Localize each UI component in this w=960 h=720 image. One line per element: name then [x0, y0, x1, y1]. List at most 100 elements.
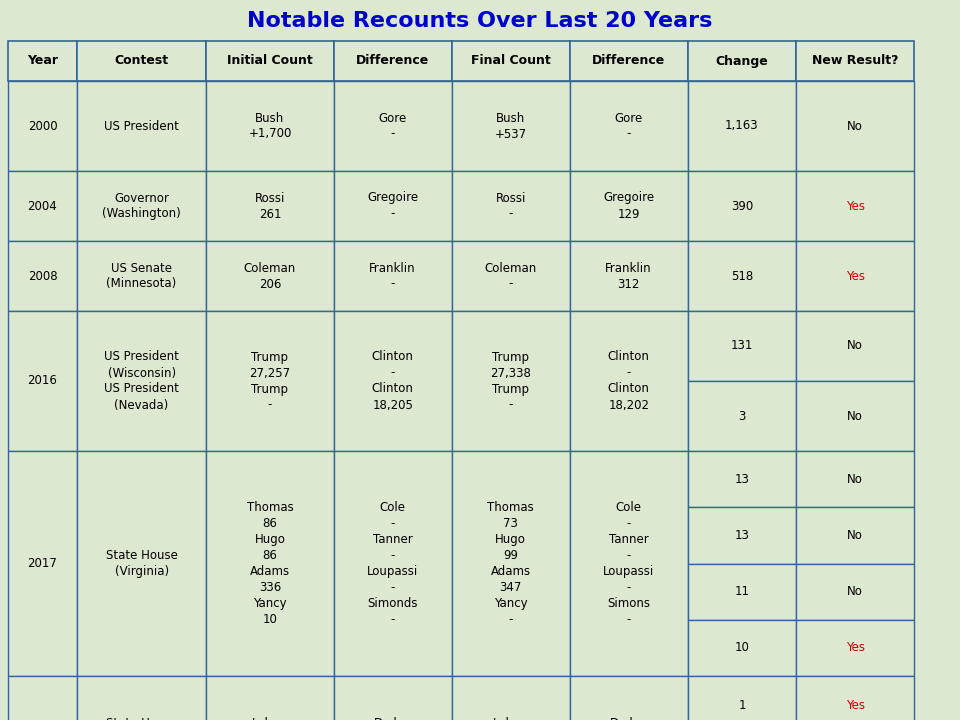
Bar	[687, 676, 796, 720]
Text: US President
(Wisconsin)
US President
(Nevada): US President (Wisconsin) US President (N…	[104, 351, 179, 412]
Bar	[206, 451, 334, 676]
Bar	[687, 451, 796, 508]
Bar	[687, 241, 796, 311]
Text: No: No	[848, 472, 863, 485]
Bar	[77, 41, 206, 81]
Text: No: No	[848, 585, 863, 598]
Text: State House
(Alaska)
Governor
(Florida)
US Senate
(Florida): State House (Alaska) Governor (Florida) …	[106, 717, 178, 720]
Bar	[796, 241, 914, 311]
Bar	[687, 564, 796, 620]
Text: Clinton
-
Clinton
18,205: Clinton - Clinton 18,205	[372, 351, 414, 412]
Bar	[796, 620, 914, 676]
Bar	[796, 381, 914, 451]
Text: Clinton
-
Clinton
18,202: Clinton - Clinton 18,202	[608, 351, 650, 412]
Bar	[206, 41, 334, 81]
Text: Cole
-
Tanner
-
Loupassi
-
Simons
-: Cole - Tanner - Loupassi - Simons -	[603, 501, 655, 626]
Text: Final Count: Final Count	[470, 55, 550, 68]
Bar	[206, 676, 334, 720]
Bar	[206, 311, 334, 451]
Bar	[451, 241, 569, 311]
Bar	[687, 381, 796, 451]
Bar	[8, 241, 77, 311]
Bar	[77, 311, 206, 451]
Text: Yes: Yes	[846, 269, 865, 282]
Text: Franklin
312: Franklin 312	[606, 261, 652, 290]
Text: Initial Count: Initial Count	[228, 55, 313, 68]
Text: No: No	[848, 529, 863, 542]
Text: 1: 1	[738, 698, 746, 711]
Text: Dodge
1
Gillium
-
Poliquin
-: Dodge 1 Gillium - Poliquin -	[606, 717, 652, 720]
Text: Governor
(Washington): Governor (Washington)	[102, 192, 180, 220]
Text: Difference: Difference	[592, 55, 665, 68]
Text: Dodge
-
Gillium
-
Nelson
-: Dodge - Gillium - Nelson -	[372, 717, 414, 720]
Bar	[796, 81, 914, 171]
Bar	[8, 81, 77, 171]
Bar	[451, 676, 569, 720]
Bar	[796, 564, 914, 620]
Text: 2000: 2000	[28, 120, 58, 132]
Bar	[334, 241, 451, 311]
Bar	[451, 171, 569, 241]
Bar	[569, 676, 687, 720]
Text: Trump
27,338
Trump
-: Trump 27,338 Trump -	[491, 351, 531, 412]
Bar	[569, 81, 687, 171]
Text: 518: 518	[731, 269, 753, 282]
Text: US President: US President	[104, 120, 179, 132]
Text: No: No	[848, 120, 863, 132]
Text: Lebon
-
DeSantis
32,500
Scott
10,033: Lebon - DeSantis 32,500 Scott 10,033	[484, 717, 537, 720]
Bar	[8, 41, 77, 81]
Text: 1,163: 1,163	[725, 120, 758, 132]
Text: Rossi
261: Rossi 261	[254, 192, 285, 220]
Text: Coleman
-: Coleman -	[485, 261, 537, 290]
Bar	[8, 311, 77, 451]
Bar	[77, 171, 206, 241]
Bar	[8, 171, 77, 241]
Bar	[8, 676, 77, 720]
Text: Cole
-
Tanner
-
Loupassi
-
Simonds
-: Cole - Tanner - Loupassi - Simonds -	[367, 501, 419, 626]
Text: New Result?: New Result?	[812, 55, 899, 68]
Bar	[77, 451, 206, 676]
Bar	[687, 311, 796, 381]
Text: Lebon
-
DeSantis
36,000
Scott
~15,000: Lebon - DeSantis 36,000 Scott ~15,000	[244, 717, 297, 720]
Bar	[451, 311, 569, 451]
Bar	[451, 41, 569, 81]
Text: Rossi
-: Rossi -	[495, 192, 526, 220]
Bar	[687, 81, 796, 171]
Bar	[569, 241, 687, 311]
Bar	[796, 171, 914, 241]
Bar	[77, 241, 206, 311]
Text: Trump
27,257
Trump
-: Trump 27,257 Trump -	[250, 351, 291, 412]
Text: Bush
+537: Bush +537	[494, 112, 527, 140]
Text: Thomas
73
Hugo
99
Adams
347
Yancy
-: Thomas 73 Hugo 99 Adams 347 Yancy -	[488, 501, 534, 626]
Text: 3: 3	[738, 410, 746, 423]
Bar	[569, 311, 687, 451]
Bar	[687, 508, 796, 564]
Text: State House
(Virginia): State House (Virginia)	[106, 549, 178, 578]
Bar	[77, 81, 206, 171]
Text: Contest: Contest	[114, 55, 169, 68]
Text: Gregoire
-: Gregoire -	[367, 192, 419, 220]
Text: Thomas
86
Hugo
86
Adams
336
Yancy
10: Thomas 86 Hugo 86 Adams 336 Yancy 10	[247, 501, 294, 626]
Text: 13: 13	[734, 472, 750, 485]
Text: 13: 13	[734, 529, 750, 542]
Bar	[796, 508, 914, 564]
Text: Yes: Yes	[846, 698, 865, 711]
Bar	[569, 451, 687, 676]
Bar	[796, 676, 914, 720]
Text: Coleman
206: Coleman 206	[244, 261, 296, 290]
Text: Bush
+1,700: Bush +1,700	[249, 112, 292, 140]
Text: Gore
-: Gore -	[378, 112, 407, 140]
Text: Gregoire
129: Gregoire 129	[603, 192, 655, 220]
Bar	[334, 41, 451, 81]
Text: 2016: 2016	[28, 374, 58, 387]
Text: 2004: 2004	[28, 199, 58, 212]
Text: Yes: Yes	[846, 642, 865, 654]
Bar	[796, 451, 914, 508]
Text: 10: 10	[734, 642, 750, 654]
Bar	[334, 171, 451, 241]
Bar	[451, 451, 569, 676]
Text: 390: 390	[731, 199, 753, 212]
Text: Change: Change	[715, 55, 768, 68]
Bar	[687, 171, 796, 241]
Text: 2017: 2017	[28, 557, 58, 570]
